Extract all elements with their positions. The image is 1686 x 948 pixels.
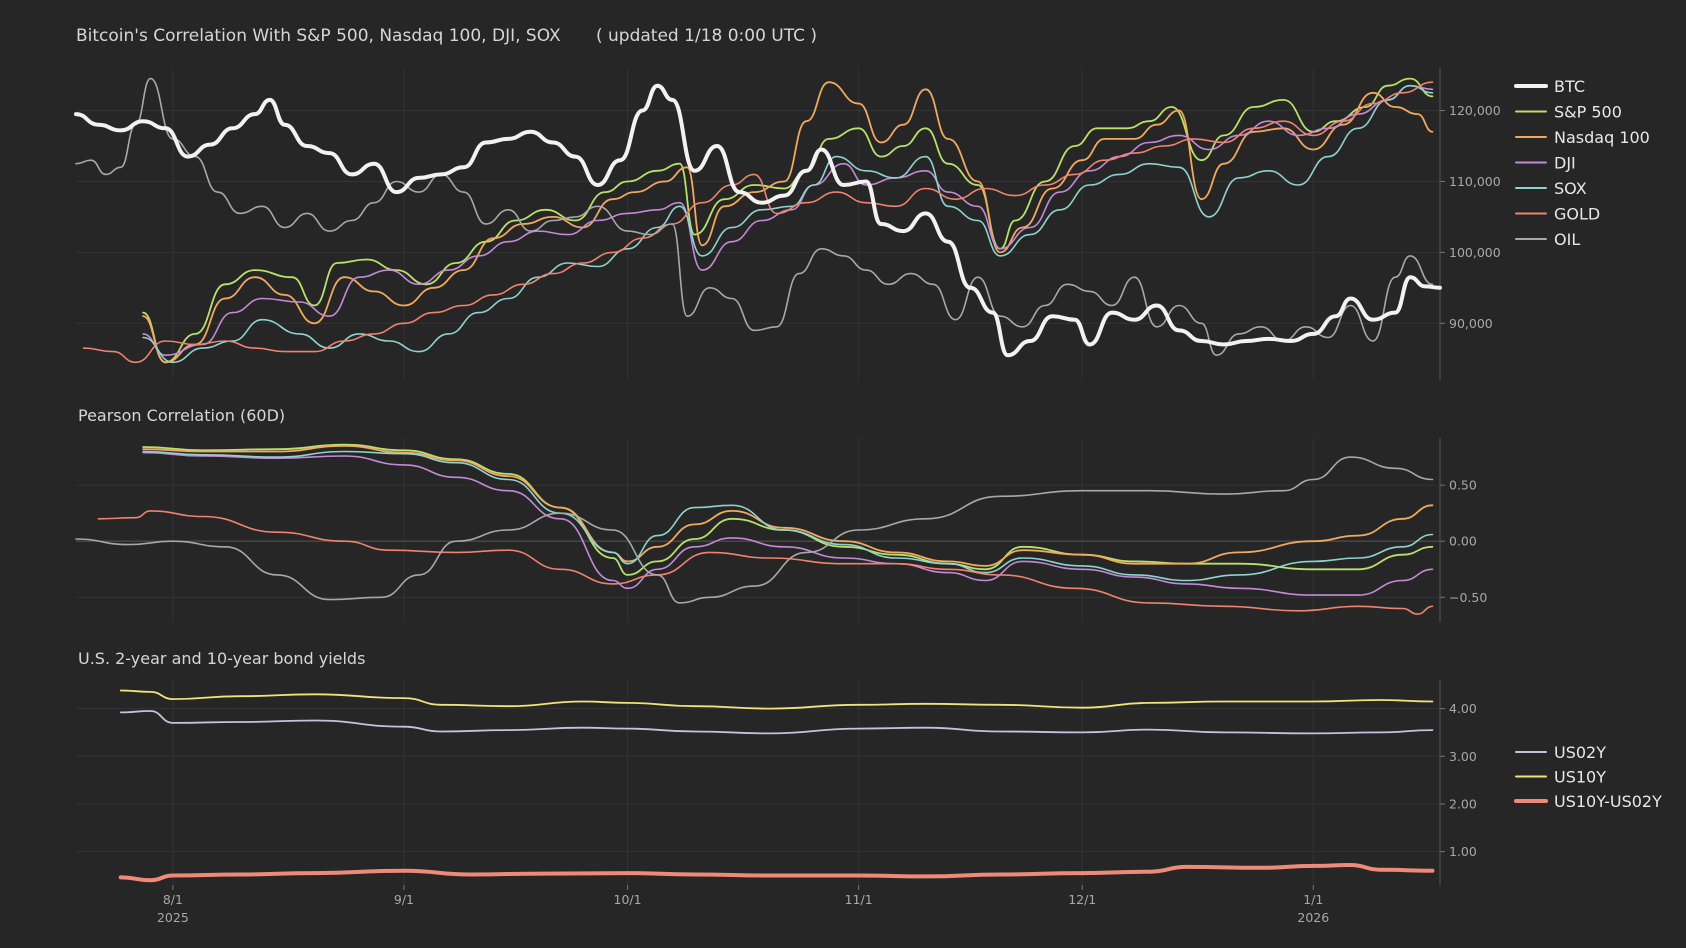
legend-item-dji: DJI [1515,154,1576,173]
updated-label: ( updated 1/18 0:00 UTC ) [596,26,818,46]
legend-item-nasdaq-100: Nasdaq 100 [1515,128,1650,147]
series-line-us10y-us02y [118,863,1435,883]
correlation-panel-title: Pearson Correlation (60D) [78,406,286,425]
legend-label: BTC [1554,77,1585,96]
legend-item-sandp-500: S&P 500 [1515,103,1622,122]
panel-prices: 90,000 100,000 110,000 120,000 [74,68,1501,380]
series-line-btc [74,83,1442,358]
legend-label: OIL [1554,230,1580,249]
series-line-oil [75,456,1434,604]
x-tick-label: 11/1 [845,892,873,907]
legend-label: GOLD [1554,205,1600,224]
legend-label: US10Y-US02Y [1554,792,1662,811]
legend-item-us10y-us02y: US10Y-US02Y [1514,792,1662,811]
series-line-nasdaq-100 [142,445,1434,567]
y-tick-label: 120,000 [1449,103,1501,118]
x-tick-label: 1/1 [1303,892,1323,907]
chart-title: Bitcoin's Correlation With S&P 500, Nasd… [76,26,561,46]
series-line-sandp-500 [142,443,1434,576]
legend-label: DJI [1554,154,1576,173]
y-tick-label: −0.50 [1449,590,1487,605]
series-line-dji [142,451,1434,596]
x-tick-label: 10/1 [614,892,642,907]
x-tick-year-label: 2026 [1297,910,1329,925]
legend-label: US02Y [1554,743,1606,762]
series-line-sandp-500 [142,77,1434,364]
series-line-dji [142,84,1434,356]
y-tick-label: 3.00 [1449,749,1477,764]
x-tick-label: 8/1 [163,892,183,907]
series-line-sox [142,450,1434,582]
x-tick-year-label: 2025 [157,910,189,925]
legend-item-oil: OIL [1515,230,1580,249]
x-tick-label: 12/1 [1068,892,1096,907]
y-tick-label: 100,000 [1449,245,1501,260]
legend-label: US10Y [1554,768,1606,787]
series-line-us10y [119,689,1434,710]
legend-item-sox: SOX [1515,179,1587,198]
series-line-sox [142,84,1434,364]
legend: BTC S&P 500 Nasdaq 100 DJI SOX GOLD OIL [1514,77,1650,249]
yields-panel-title: U.S. 2-year and 10-year bond yields [78,649,366,668]
legend-label: SOX [1554,179,1587,198]
legend-item-us02y: US02Y [1515,743,1606,762]
x-tick-label: 9/1 [394,892,414,907]
legend-label: Nasdaq 100 [1554,128,1650,147]
y-tick-label: 0.50 [1449,478,1477,493]
legend: US02Y US10Y US10Y-US02Y [1514,743,1662,811]
y-tick-label: 2.00 [1449,796,1477,811]
legend-item-us10y: US10Y [1515,768,1606,787]
y-tick-label: 90,000 [1449,316,1493,331]
y-tick-label: 0.00 [1449,534,1477,549]
series-line-gold [97,510,1434,615]
legend-label: S&P 500 [1554,103,1622,122]
legend-item-btc: BTC [1514,77,1585,96]
panel-correlation: −0.50 0.00 0.50 [75,438,1487,622]
y-tick-label: 4.00 [1449,701,1477,716]
panel-yields: 1.00 2.00 3.00 4.00 8/1 2025 9/1 10/1 11/1 12/1 1/… [76,680,1477,925]
series-line-us02y [119,710,1434,735]
y-tick-label: 110,000 [1449,174,1501,189]
series-line-gold [82,81,1434,364]
series-line-nasdaq-100 [142,81,1434,364]
legend-item-gold: GOLD [1515,205,1600,224]
y-tick-label: 1.00 [1449,844,1477,859]
